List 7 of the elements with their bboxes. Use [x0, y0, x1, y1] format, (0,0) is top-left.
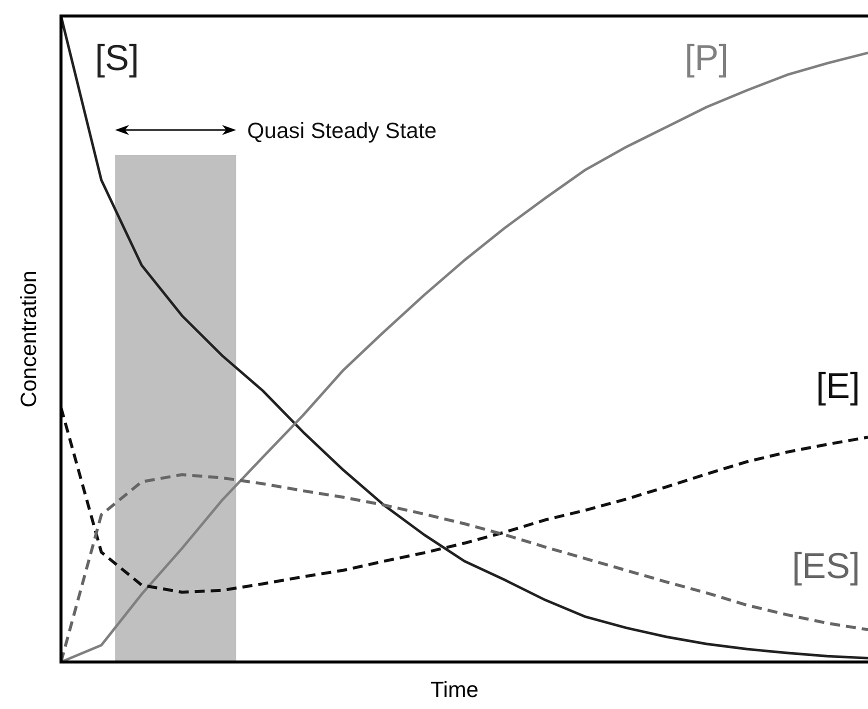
y-axis-title: Concentration — [16, 270, 41, 408]
series-label: [S] — [95, 37, 140, 78]
series-label: [P] — [684, 37, 729, 78]
annotation: Quasi Steady State — [247, 118, 437, 143]
series-label: [ES] — [792, 545, 860, 586]
series-label: [E] — [816, 365, 860, 406]
x-axis-title: Time — [430, 677, 479, 702]
